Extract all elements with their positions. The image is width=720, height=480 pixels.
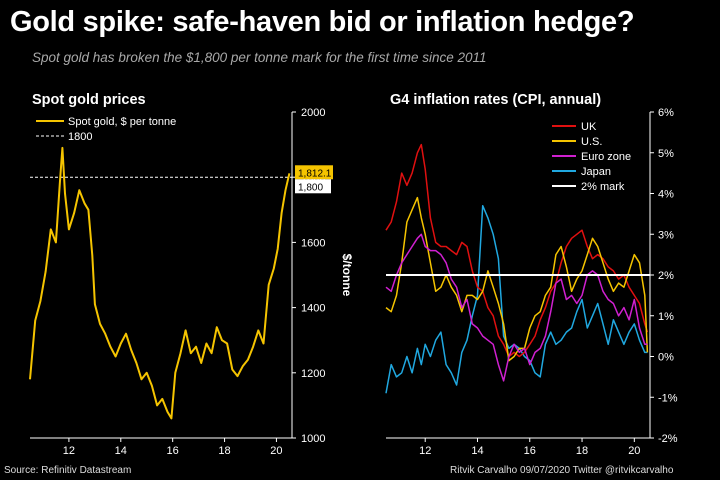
- gold-y-tick-label: 1200: [301, 368, 325, 380]
- inflation-x-tick-label: 12: [419, 445, 431, 457]
- inflation-y-tick-label: 1%: [658, 311, 674, 323]
- reference-legend-label: 1800: [68, 131, 92, 143]
- gold-y-axis-label: $/tonne: [340, 254, 354, 297]
- inflation-x-tick-label: 20: [628, 445, 640, 457]
- inflation-panel-title: G4 inflation rates (CPI, annual): [390, 92, 602, 108]
- us-legend-label: U.S.: [581, 136, 602, 148]
- japan-line: [385, 204, 648, 394]
- us-line: [385, 196, 649, 362]
- page-title: Gold spike: safe-haven bid or inflation …: [10, 6, 635, 38]
- inflation-y-tick-label: 5%: [658, 148, 674, 160]
- source-note: Source: Refinitiv Datastream: [4, 465, 132, 476]
- gold-1800-value-box: [295, 179, 331, 194]
- inflation-y-tick-label: 4%: [658, 189, 674, 201]
- uk-line: [385, 143, 649, 358]
- inflation-x-tick-label: 18: [576, 445, 588, 457]
- author-credit: Ritvik Carvalho 09/07/2020 Twitter @ritv…: [450, 465, 674, 476]
- page-subtitle: Spot gold has broken the $1,800 per tonn…: [32, 50, 487, 65]
- japan-legend-label: Japan: [581, 166, 611, 178]
- inflation-y-tick-label: 6%: [658, 107, 674, 119]
- gold-y-tick-label: 1000: [301, 433, 325, 445]
- gold-x-tick-label: 16: [167, 445, 179, 457]
- gold-x-tick-label: 20: [270, 445, 282, 457]
- inflation-y-tick-label: -2%: [658, 433, 678, 445]
- two-percent-mark-legend-label: 2% mark: [581, 181, 625, 193]
- inflation-y-tick-label: -1%: [658, 392, 678, 404]
- inflation-y-tick-label: 3%: [658, 229, 674, 241]
- gold-price-line: [29, 146, 291, 420]
- gold-y-tick-label: 2000: [301, 107, 325, 119]
- gold-x-tick-label: 14: [115, 445, 127, 457]
- gold-panel-title: Spot gold prices: [32, 92, 146, 108]
- gold-y-tick-label: 1600: [301, 237, 325, 249]
- euro-zone-line: [385, 233, 648, 382]
- inflation-y-tick-label: 0%: [658, 352, 674, 364]
- gold-y-tick-label: 1400: [301, 303, 325, 315]
- gold-x-tick-label: 12: [63, 445, 75, 457]
- gold-x-tick-label: 18: [218, 445, 230, 457]
- gold-latest-value-label: 1,812.1: [298, 168, 332, 179]
- inflation-y-tick-label: 2%: [658, 270, 674, 282]
- uk-legend-label: UK: [581, 121, 597, 133]
- inflation-x-tick-label: 14: [471, 445, 483, 457]
- gold-latest-value-box: [295, 165, 333, 180]
- euro-zone-legend-label: Euro zone: [581, 151, 631, 163]
- gold-legend-label: Spot gold, $ per tonne: [68, 116, 176, 128]
- inflation-x-tick-label: 16: [524, 445, 536, 457]
- gold-1800-value-label: 1,800: [298, 182, 323, 193]
